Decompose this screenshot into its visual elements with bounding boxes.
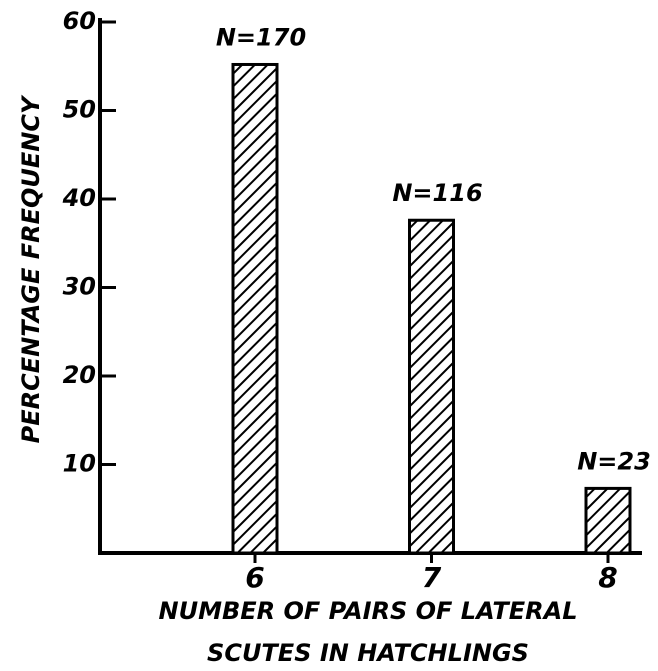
y-tick-label: 50: [63, 96, 96, 124]
x-axis-label: SCUTES IN HATCHLINGS: [207, 639, 529, 667]
x-tick-label: 7: [422, 561, 442, 594]
y-tick-label: 60: [63, 7, 96, 35]
bar: [408, 218, 455, 555]
y-tick-label: 10: [63, 450, 96, 478]
x-tick-label: 8: [598, 561, 617, 594]
x-axis-label: NUMBER OF PAIRS OF LATERAL: [159, 597, 578, 625]
y-tick-label: 40: [62, 184, 96, 212]
y-tick-label: 20: [63, 361, 96, 389]
y-tick-label: 30: [63, 273, 96, 301]
annotation: N=116: [392, 179, 482, 207]
bar: [584, 486, 632, 555]
bar: [231, 62, 279, 555]
annotation: N=23: [577, 447, 651, 475]
annotation: N=170: [216, 23, 306, 51]
y-axis-label: PERCENTAGE FREQUENCY: [17, 94, 45, 443]
x-tick-label: 6: [245, 561, 264, 594]
